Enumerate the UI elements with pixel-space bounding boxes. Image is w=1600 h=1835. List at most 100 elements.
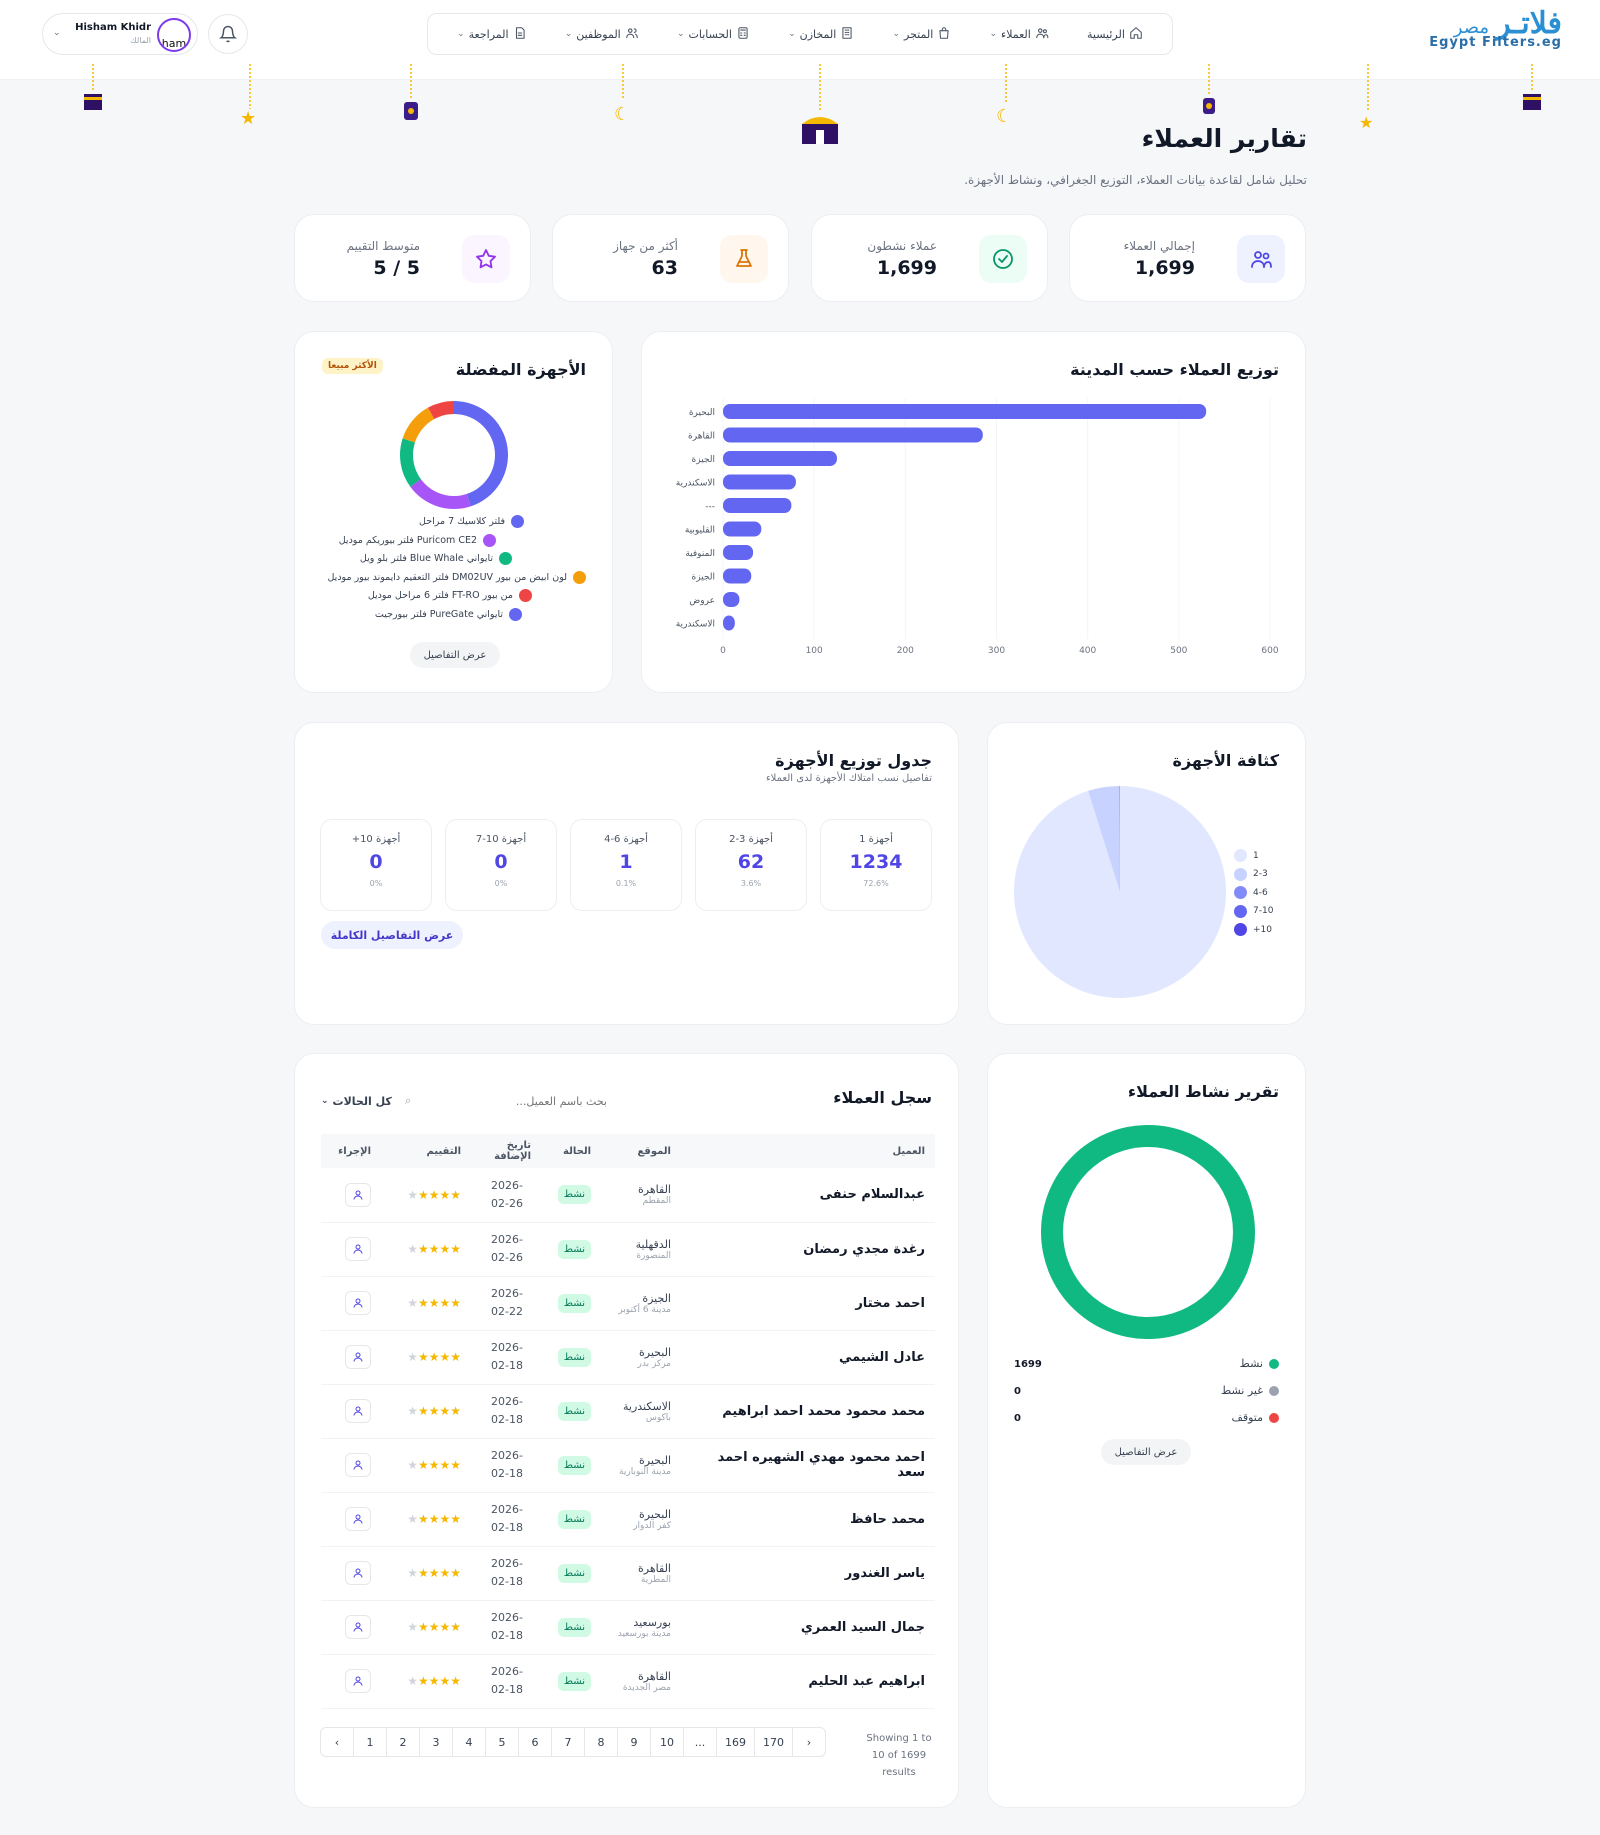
box-label: 2-3 أجهزة xyxy=(729,834,773,845)
table-row[interactable]: ياسر الغندور القاهرة المطرية نشط 2026-02-18 ★… xyxy=(321,1546,935,1601)
status-badge: نشط xyxy=(557,1347,591,1367)
view-details-button[interactable]: عرض التفاصيل xyxy=(410,642,500,668)
view-customer-button[interactable] xyxy=(345,1669,371,1693)
customer-name[interactable]: احمد مختار xyxy=(855,1295,925,1311)
view-customer-button[interactable] xyxy=(345,1182,371,1207)
page-button[interactable]: 8 xyxy=(584,1727,618,1757)
legend-item[interactable]: فلتر بيوريكم موديل Puricom CE2 xyxy=(338,533,496,547)
page-button[interactable]: 2 xyxy=(386,1727,420,1757)
customer-name[interactable]: ياسر الغندور xyxy=(844,1565,925,1581)
city-bar[interactable] xyxy=(723,521,762,537)
notifications-button[interactable] xyxy=(208,14,248,54)
table-row[interactable]: رغدة مجدي رمضان الدقهلية المنصورة نشط 2026-0… xyxy=(321,1222,935,1277)
location-cell: بورسعيد مدينة بورسعيد xyxy=(601,1600,681,1655)
table-row[interactable]: محمد محمود محمد احمد ابراهيم الاسكندرية با… xyxy=(321,1384,935,1439)
brand-logo[interactable]: فلاتـر مصر Egypt Filters.eg xyxy=(1412,6,1562,66)
customer-name[interactable]: عبدالسلام حنفى xyxy=(819,1187,925,1203)
page-button[interactable]: 7 xyxy=(551,1727,585,1757)
legend-item[interactable]: 4-6 xyxy=(1234,886,1268,899)
page-button[interactable]: 9 xyxy=(617,1727,651,1757)
view-customer-button[interactable] xyxy=(345,1561,371,1585)
page-button[interactable]: 1 xyxy=(353,1727,387,1757)
view-customer-button[interactable] xyxy=(345,1507,371,1531)
legend-label: فلتر بيوريكم موديل Puricom CE2 xyxy=(338,534,477,546)
legend-item[interactable]: متوقف xyxy=(1231,1411,1279,1424)
location-city: الجيزة xyxy=(642,1291,671,1305)
full-details-button[interactable]: عرض التفاصيل الكاملة xyxy=(321,921,463,949)
nav-item-3[interactable]: المخازن ⌄ xyxy=(788,26,854,43)
pie-slice[interactable] xyxy=(1119,786,1120,892)
city-bar[interactable] xyxy=(723,474,796,490)
status-filter[interactable]: ⌄ كل الحالات xyxy=(321,1094,392,1108)
nav-item-6[interactable]: المراجعة ⌄ xyxy=(457,26,526,43)
table-row[interactable]: احمد مختار الجيزة مدينة 6 أكتوبر نشط 2026-02… xyxy=(321,1276,935,1331)
view-customer-button[interactable] xyxy=(345,1291,371,1315)
city-bar[interactable] xyxy=(723,545,754,560)
table-row[interactable]: ابراهيم عبد الحليم القاهرة مصر الجديدة نشط 2… xyxy=(321,1654,935,1709)
legend-swatch xyxy=(511,515,524,528)
nav-item-0[interactable]: الرئيسية xyxy=(1087,26,1143,43)
column-header: تاريخ الإضافة xyxy=(471,1134,541,1168)
customer-name[interactable]: ابراهيم عبد الحليم xyxy=(808,1673,925,1689)
legend-swatch xyxy=(483,533,496,547)
page-button[interactable]: ... xyxy=(683,1727,717,1757)
city-bar[interactable] xyxy=(723,615,735,631)
customer-name[interactable]: احمد محمود مهدي الشهيره احمد سعد xyxy=(717,1450,925,1480)
legend-item[interactable]: نشط xyxy=(1240,1357,1279,1370)
customer-name[interactable]: محمد محمود محمد احمد ابراهيم xyxy=(722,1403,925,1419)
view-customer-button[interactable] xyxy=(345,1615,371,1639)
legend-item[interactable]: فلتر 6 مراحل موديل FT-RO من بيور xyxy=(368,589,532,602)
city-bar[interactable] xyxy=(723,568,752,584)
page-button[interactable]: 3 xyxy=(419,1727,453,1757)
view-customer-button[interactable] xyxy=(345,1345,371,1369)
rating-cell: ★★★★★ xyxy=(381,1330,471,1385)
page-button[interactable]: 10 xyxy=(650,1727,684,1757)
table-row[interactable]: عبدالسلام حنفى القاهرة المقطم نشط 2026-02-26… xyxy=(321,1168,935,1223)
pie-slice[interactable] xyxy=(1088,786,1120,892)
search-box[interactable]: ⌕ xyxy=(401,1087,611,1115)
view-customer-button[interactable] xyxy=(345,1237,371,1261)
customer-cell: جمال السيد العمري xyxy=(681,1600,935,1655)
search-input[interactable] xyxy=(427,1094,607,1108)
city-bar[interactable] xyxy=(723,592,740,607)
view-details-button[interactable]: عرض التفاصيل xyxy=(1101,1439,1191,1465)
legend-item[interactable]: غير نشط xyxy=(1221,1384,1279,1397)
legend-item[interactable]: فلتر بلو ويل Blue Whale تايواني xyxy=(360,552,512,565)
legend-item[interactable]: 1 xyxy=(1234,849,1259,862)
page-button[interactable]: 5 xyxy=(485,1727,519,1757)
page-button[interactable]: 170 xyxy=(754,1727,793,1757)
page-button[interactable]: › xyxy=(792,1727,826,1757)
date-added: 2026-02-26 xyxy=(491,1178,523,1210)
city-bar[interactable] xyxy=(723,427,983,443)
nav-item-2[interactable]: المتجر ⌄ xyxy=(892,26,951,43)
table-row[interactable]: عادل الشيمي البحيرة مركز بدر نشط 2026-02-18 ★… xyxy=(321,1330,935,1385)
legend-item[interactable]: +10 xyxy=(1234,923,1272,936)
customer-name[interactable]: عادل الشيمي xyxy=(839,1349,925,1365)
user-menu[interactable]: ham Hisham Khidr المالك ⌄ xyxy=(42,13,198,55)
page-button[interactable]: 6 xyxy=(518,1727,552,1757)
view-customer-button[interactable] xyxy=(345,1453,371,1477)
customer-name[interactable]: رغدة مجدي رمضان xyxy=(803,1241,925,1257)
legend-item[interactable]: 2-3 xyxy=(1234,867,1268,881)
city-bar[interactable] xyxy=(723,451,837,466)
page-button[interactable]: 169 xyxy=(716,1727,755,1757)
page-button[interactable]: ‹ xyxy=(320,1727,354,1757)
table-row[interactable]: احمد محمود مهدي الشهيره احمد سعد البحيرة م… xyxy=(321,1438,935,1493)
nav-item-5[interactable]: الموظفين ⌄ xyxy=(565,26,639,43)
y-tick-label: المنوفية xyxy=(685,549,715,559)
page-button[interactable]: 4 xyxy=(452,1727,486,1757)
nav-item-4[interactable]: الحسابات ⌄ xyxy=(677,26,750,43)
legend-item[interactable]: فلتر بيورجيت PureGate تايواني xyxy=(375,607,522,621)
city-bar[interactable] xyxy=(723,404,1207,419)
box-percent: 0.1% xyxy=(615,879,637,888)
nav-item-1[interactable]: العملاء ⌄ xyxy=(989,26,1049,43)
table-row[interactable]: محمد حافظ البحيرة كفر الدوار نشط 2026-02-18 ★… xyxy=(321,1492,935,1547)
table-row[interactable]: جمال السيد العمري بورسعيد مدينة بورسعيد نشط… xyxy=(321,1600,935,1655)
customer-name[interactable]: محمد حافظ xyxy=(850,1511,925,1527)
city-bar[interactable] xyxy=(723,498,792,513)
legend-item[interactable]: 7-10 xyxy=(1234,904,1273,918)
customer-name[interactable]: جمال السيد العمري xyxy=(800,1619,925,1635)
legend-item[interactable]: فلتر كلاسيك 7 مراحل xyxy=(419,515,524,528)
view-customer-button[interactable] xyxy=(345,1399,371,1423)
legend-item[interactable]: فلتر التعقيم دايموند بيور موديل DM02UV ل… xyxy=(327,570,586,584)
